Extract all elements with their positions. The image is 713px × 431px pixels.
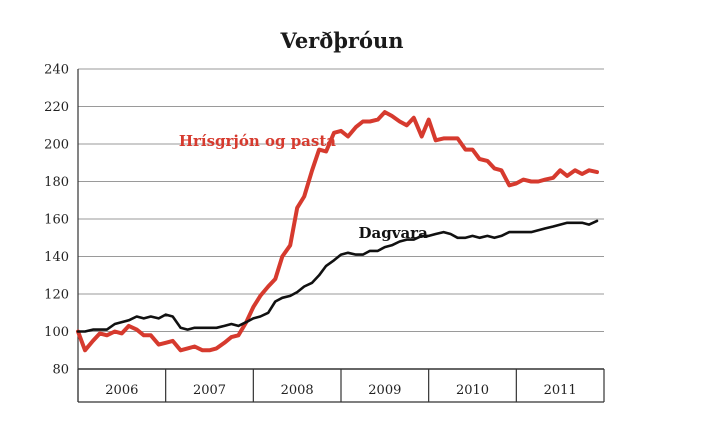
x-tick-label-2011: 2011 xyxy=(544,383,577,398)
axes xyxy=(77,69,605,403)
x-axis-ticks: 2006 2007 2008 2009 2010 2011 xyxy=(105,383,576,398)
x-tick-label-2009: 2009 xyxy=(368,383,401,398)
x-tick-label-2007: 2007 xyxy=(193,383,226,398)
series-label-dagvara: Dagvara xyxy=(359,224,429,242)
y-tick-label-200: 200 xyxy=(44,138,69,153)
y-tick-label-80: 80 xyxy=(52,363,69,378)
y-tick-label-140: 140 xyxy=(44,250,69,265)
series-label-hrisgrjon-og-pasta: Hrísgrjón og pasta xyxy=(179,132,336,150)
y-tick-label-100: 100 xyxy=(44,325,69,340)
y-tick-label-220: 220 xyxy=(44,100,69,115)
gridlines xyxy=(78,68,604,332)
series-line-hrisgrjon-og-pasta xyxy=(76,110,599,353)
y-tick-label-120: 120 xyxy=(44,288,69,303)
series-lines xyxy=(76,110,599,353)
chart-title: Verðþróun xyxy=(279,28,403,53)
x-tick-label-2008: 2008 xyxy=(281,383,314,398)
series-labels: Hrísgrjón og pasta Dagvara xyxy=(179,132,428,242)
x-tick-label-2010: 2010 xyxy=(456,383,489,398)
series-line-dagvara xyxy=(76,219,599,333)
x-tick-label-2006: 2006 xyxy=(105,383,138,398)
y-tick-label-240: 240 xyxy=(44,63,69,78)
y-tick-label-160: 160 xyxy=(44,213,69,228)
y-tick-label-180: 180 xyxy=(44,175,69,190)
y-axis-ticks: 80 100 120 140 160 180 200 220 240 xyxy=(44,63,69,378)
